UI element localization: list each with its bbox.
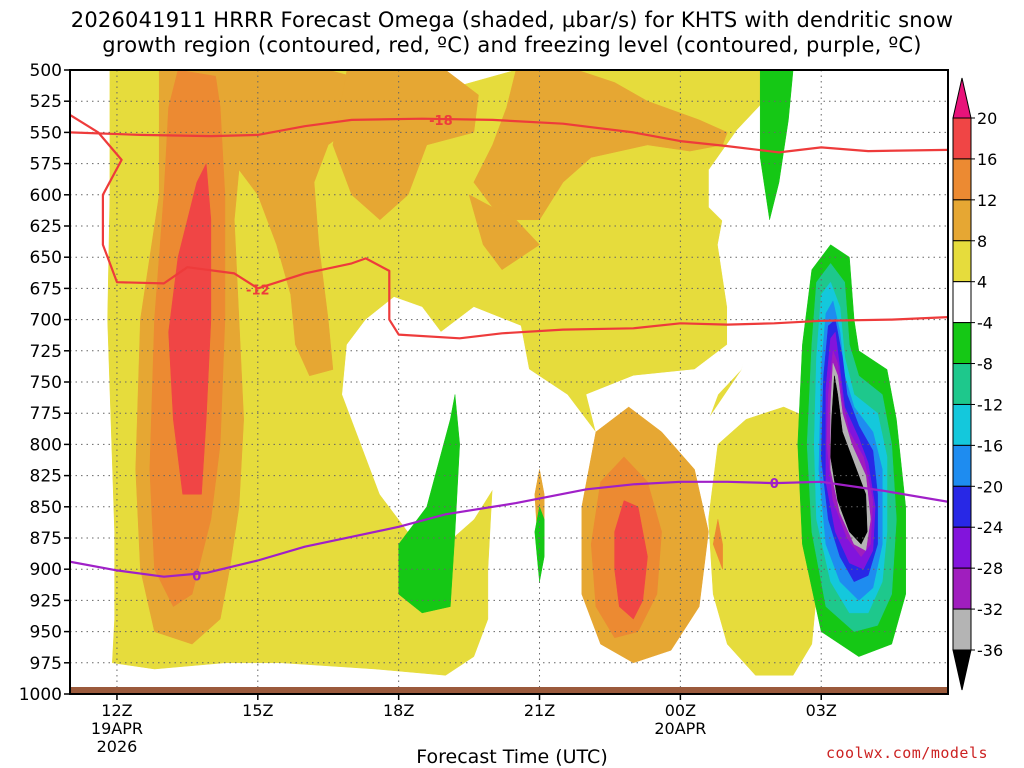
colorbar-label-4: 4 <box>977 273 987 292</box>
y-tick-label-750: 750 <box>30 373 62 393</box>
y-tick-label-650: 650 <box>30 248 62 268</box>
omega-shading <box>107 70 948 676</box>
omega-orange-top <box>332 70 479 221</box>
ground-strip <box>70 687 948 694</box>
y-tick-label-800: 800 <box>30 435 62 455</box>
colorbar-label-16: 16 <box>977 150 997 169</box>
colorbar-label--28: -28 <box>977 559 1003 578</box>
colorbar-box-2 <box>952 158 972 201</box>
y-tick-label-625: 625 <box>30 217 62 237</box>
y-tick-label-725: 725 <box>30 342 62 362</box>
colorbar-label--36: -36 <box>977 641 1003 660</box>
y-tick-label-825: 825 <box>30 467 62 487</box>
colorbar-box-13 <box>952 608 972 651</box>
x-tick-sub2-12Z: 2026 <box>97 737 138 756</box>
y-tick-label-575: 575 <box>30 155 62 175</box>
gridlines <box>70 70 948 694</box>
omega-downward-ring-8 <box>830 375 868 545</box>
colorbar-label--12: -12 <box>977 395 1003 414</box>
chart-title-line1: 2026041911 HRRR Forecast Omega (shaded, … <box>70 8 954 32</box>
omega-green-strip-1 <box>398 394 460 614</box>
x-tick-label-12Z: 12Z <box>101 701 132 720</box>
colorbar: 20 16 12 8 4 -4 -8 -12 -16 -20 -24 -28 -32 -36 <box>952 77 1003 691</box>
colorbar-top-triangle <box>952 77 972 119</box>
colorbar-box-10 <box>952 485 972 528</box>
y-tick-label-900: 900 <box>30 560 62 580</box>
y-tick-label-1000: 1000 <box>19 685 62 705</box>
omega-darkorange-sliver <box>712 519 723 570</box>
x-tick-label-00Z: 00Z <box>665 701 696 720</box>
y-tick-label-500: 500 <box>30 61 62 81</box>
credit-text: coolwx.com/models <box>826 744 989 762</box>
x-tick-label-03Z: 03Z <box>806 701 837 720</box>
colorbar-label--32: -32 <box>977 600 1003 619</box>
contour-purple-0 <box>70 480 948 578</box>
colorbar-box-5 <box>952 281 972 324</box>
colorbar-box-8 <box>952 403 972 446</box>
y-tick-label-925: 925 <box>30 591 62 611</box>
colorbar-box-12 <box>952 567 972 610</box>
x-tick-sub1-12Z: 19APR <box>91 719 143 738</box>
colorbar-box-1 <box>952 117 972 160</box>
colorbar-box-9 <box>952 444 972 487</box>
omega-orange-top-right <box>473 70 728 221</box>
y-tick-label-875: 875 <box>30 529 62 549</box>
colorbar-label-20: 20 <box>977 109 997 128</box>
y-tick-label-600: 600 <box>30 186 62 206</box>
colorbar-box-11 <box>952 526 972 569</box>
colorbar-bottom-triangle <box>952 649 972 691</box>
omega-yellow-right <box>708 406 822 676</box>
y-tick-label-675: 675 <box>30 279 62 299</box>
y-tick-label-950: 950 <box>30 623 62 643</box>
colorbar-label--4: -4 <box>977 314 993 333</box>
y-tick-label-775: 775 <box>30 404 62 424</box>
colorbar-label-8: 8 <box>977 232 987 251</box>
contour-label-minus18: -18 <box>429 114 453 129</box>
colorbar-label-12: 12 <box>977 191 997 210</box>
contours: -18 -12 0 0 <box>70 113 948 584</box>
omega-white-gap-1 <box>342 296 531 545</box>
x-tick-sub1-00Z: 20APR <box>654 719 706 738</box>
x-axis-label: Forecast Time (UTC) <box>416 746 608 768</box>
colorbar-label--20: -20 <box>977 477 1003 496</box>
colorbar-box-3 <box>952 199 972 242</box>
contour-red-minus18 <box>70 117 948 154</box>
x-tick-label-15Z: 15Z <box>242 701 273 720</box>
omega-orange-fill <box>468 194 540 270</box>
y-tick-label-975: 975 <box>30 654 62 674</box>
axes: 500 525 550 575 600 625 650 675 700 725 750 775 800 8… <box>19 61 837 756</box>
y-tick-label-850: 850 <box>30 498 62 518</box>
x-tick-label-21Z: 21Z <box>524 701 555 720</box>
contour-red-minus12 <box>70 113 948 340</box>
x-tick-label-18Z: 18Z <box>383 701 414 720</box>
y-tick-label-700: 700 <box>30 311 62 331</box>
colorbar-label--8: -8 <box>977 355 993 374</box>
y-tick-label-525: 525 <box>30 92 62 112</box>
contour-label-0-east: 0 <box>770 477 779 492</box>
colorbar-box-4 <box>952 240 972 283</box>
omega-green-top <box>759 70 794 221</box>
colorbar-label--24: -24 <box>977 518 1003 537</box>
contour-label-0-west: 0 <box>192 569 201 584</box>
omega-white-gap-2 <box>586 144 808 445</box>
colorbar-box-7 <box>952 363 972 405</box>
contour-label-minus12: -12 <box>246 284 270 299</box>
y-tick-label-550: 550 <box>30 123 62 143</box>
colorbar-label--16: -16 <box>977 436 1003 455</box>
chart-title-line2: growth region (contoured, red, ºC) and f… <box>102 33 922 57</box>
colorbar-box-6 <box>952 322 972 365</box>
